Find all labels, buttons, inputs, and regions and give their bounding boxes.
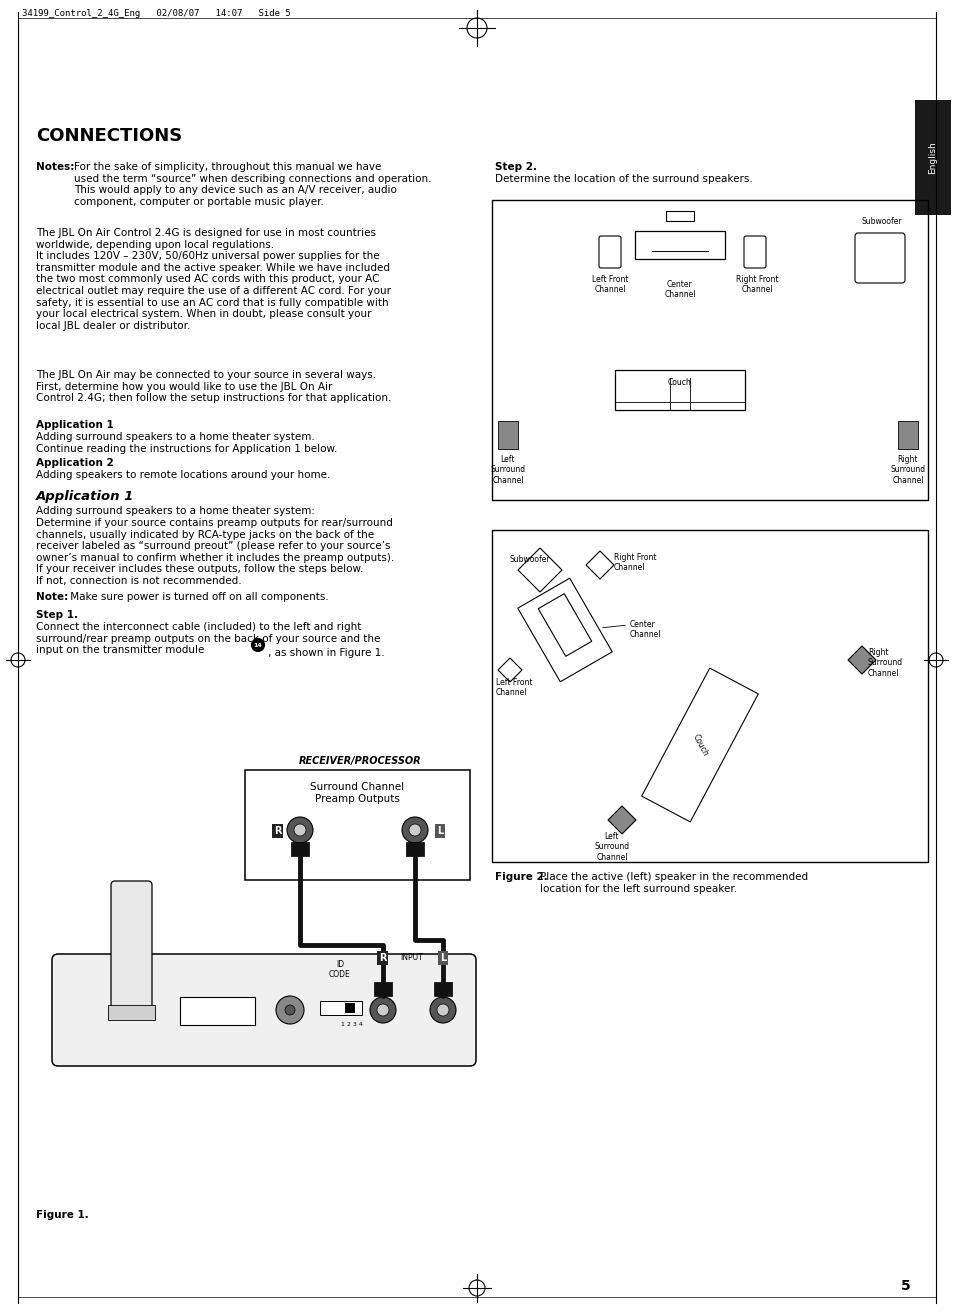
Text: Left
Surround
Channel: Left Surround Channel [490, 455, 525, 485]
Bar [665, 210, 693, 221]
Text: 5: 5 [901, 1279, 910, 1293]
Bar [615, 370, 744, 410]
Text: Application 1: Application 1 [36, 490, 134, 504]
Text: ID
CODE: ID CODE [329, 960, 351, 980]
Circle shape [285, 1005, 294, 1015]
Text: R: R [274, 826, 281, 836]
Text: Subwoofer: Subwoofer [510, 555, 550, 564]
Text: Adding speakers to remote locations around your home.: Adding speakers to remote locations arou… [36, 469, 330, 480]
Bar [406, 842, 423, 856]
Text: Subwoofer: Subwoofer [861, 217, 902, 226]
Text: Right Front
Channel: Right Front Channel [735, 275, 778, 295]
Bar [108, 1005, 154, 1020]
Bar [492, 200, 927, 500]
Circle shape [376, 1003, 389, 1016]
Text: Left Front
Channel: Left Front Channel [496, 679, 532, 697]
Text: Make sure power is turned off on all components.: Make sure power is turned off on all com… [67, 592, 329, 602]
Bar [319, 1001, 361, 1015]
Text: Place the active (left) speaker in the recommended
location for the left surroun: Place the active (left) speaker in the r… [539, 872, 807, 894]
Text: Right
Surround
Channel: Right Surround Channel [867, 648, 902, 677]
Circle shape [370, 997, 395, 1023]
Text: Figure 1.: Figure 1. [36, 1210, 89, 1220]
Circle shape [287, 817, 313, 843]
Text: Figure 2.: Figure 2. [495, 872, 547, 882]
Text: Note:: Note: [36, 592, 69, 602]
Polygon shape [641, 668, 758, 822]
Text: Determine if your source contains preamp outputs for rear/surround
channels, usu: Determine if your source contains preamp… [36, 518, 394, 586]
Text: L: L [436, 826, 442, 836]
Text: Couch: Couch [667, 377, 691, 387]
Text: RECEIVER/PROCESSOR: RECEIVER/PROCESSOR [298, 756, 421, 767]
Bar [291, 842, 309, 856]
Bar [180, 997, 254, 1024]
Text: Adding surround speakers to a home theater system:: Adding surround speakers to a home theat… [36, 506, 314, 515]
Circle shape [409, 825, 420, 836]
Text: 14: 14 [253, 643, 262, 647]
Bar [345, 1003, 355, 1013]
Bar [897, 421, 917, 448]
FancyBboxPatch shape [52, 953, 476, 1066]
Bar [635, 231, 724, 259]
Circle shape [430, 997, 456, 1023]
Bar [497, 421, 517, 448]
Text: R: R [379, 953, 386, 963]
Text: The JBL On Air Control 2.4G is designed for use in most countries
worldwide, dep: The JBL On Air Control 2.4G is designed … [36, 227, 391, 331]
Text: Center
Channel: Center Channel [629, 619, 660, 639]
Text: Left
Surround
Channel: Left Surround Channel [594, 832, 629, 861]
Bar [914, 100, 950, 214]
Polygon shape [497, 658, 521, 682]
Text: , as shown in Figure 1.: , as shown in Figure 1. [268, 648, 384, 658]
Text: Right
Surround
Channel: Right Surround Channel [889, 455, 924, 485]
Text: Step 1.: Step 1. [36, 610, 78, 619]
Text: Step 2.: Step 2. [495, 162, 537, 172]
Text: Right Front
Channel: Right Front Channel [614, 554, 656, 572]
Circle shape [252, 639, 264, 651]
Polygon shape [517, 548, 561, 592]
Text: Connect the interconnect cable (included) to the left and right
surround/rear pr: Connect the interconnect cable (included… [36, 622, 380, 655]
Circle shape [401, 817, 428, 843]
Text: Surround Channel
Preamp Outputs: Surround Channel Preamp Outputs [310, 782, 404, 803]
Text: Determine the location of the surround speakers.: Determine the location of the surround s… [495, 174, 752, 184]
Text: L: L [439, 953, 446, 963]
Polygon shape [517, 579, 612, 681]
Circle shape [436, 1003, 449, 1016]
Text: CONNECTIONS: CONNECTIONS [36, 128, 182, 145]
Text: Center
Channel: Center Channel [663, 280, 695, 300]
Text: Application 1: Application 1 [36, 419, 113, 430]
Circle shape [275, 995, 304, 1024]
Circle shape [294, 825, 306, 836]
Polygon shape [607, 806, 636, 834]
Bar [374, 982, 392, 995]
Text: INPUT: INPUT [400, 953, 423, 963]
Text: Couch: Couch [690, 732, 709, 757]
Polygon shape [585, 551, 614, 579]
Text: 1 2 3 4: 1 2 3 4 [340, 1022, 362, 1027]
Polygon shape [537, 593, 591, 656]
Text: For the sake of simplicity, throughout this manual we have
used the term “source: For the sake of simplicity, throughout t… [74, 162, 431, 206]
Text: Adding surround speakers to a home theater system.
Continue reading the instruct: Adding surround speakers to a home theat… [36, 433, 337, 454]
Bar [245, 771, 470, 880]
FancyBboxPatch shape [111, 881, 152, 1014]
Text: English: English [927, 142, 937, 175]
Bar [434, 982, 452, 995]
Text: Notes:: Notes: [36, 162, 74, 172]
Bar [492, 530, 927, 863]
Text: The JBL On Air may be connected to your source in several ways.
First, determine: The JBL On Air may be connected to your … [36, 370, 391, 404]
Polygon shape [847, 646, 875, 675]
Text: Application 2: Application 2 [36, 458, 113, 468]
Text: 34199_Control_2_4G_Eng   02/08/07   14:07   Side 5: 34199_Control_2_4G_Eng 02/08/07 14:07 Si… [22, 9, 291, 18]
Text: Left Front
Channel: Left Front Channel [591, 275, 628, 295]
